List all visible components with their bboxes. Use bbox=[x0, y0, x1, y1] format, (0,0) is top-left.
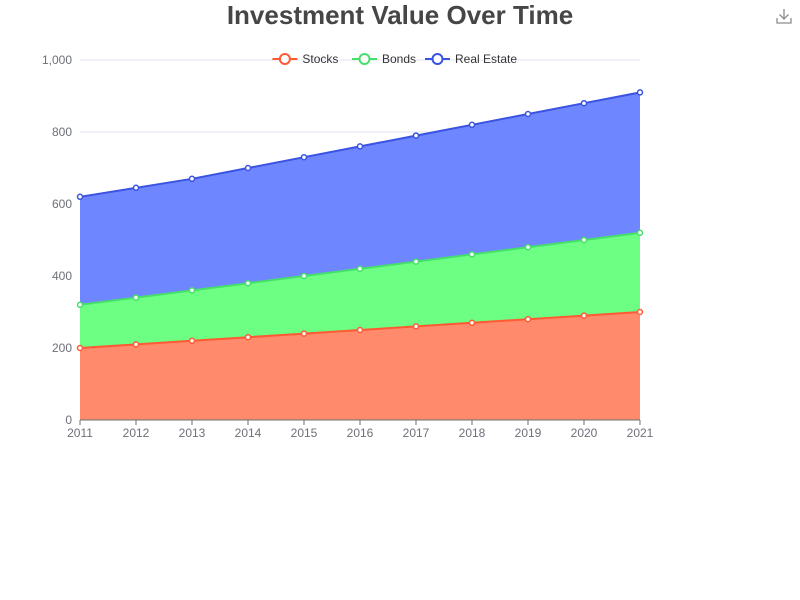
legend-label: Stocks bbox=[302, 52, 338, 66]
x-tick-label: 2011 bbox=[67, 426, 93, 440]
x-tick-label: 2014 bbox=[235, 426, 262, 440]
y-tick-label: 800 bbox=[52, 125, 72, 139]
legend: Stocks Bonds Real Estate bbox=[272, 52, 517, 66]
data-point[interactable] bbox=[356, 265, 364, 273]
data-point[interactable] bbox=[244, 164, 252, 172]
data-point[interactable] bbox=[132, 294, 140, 301]
data-point[interactable] bbox=[76, 193, 84, 201]
data-point[interactable] bbox=[636, 229, 644, 237]
chart-title: Investment Value Over Time bbox=[226, 0, 574, 30]
y-tick-label: 600 bbox=[52, 197, 72, 211]
x-tick-label: 2012 bbox=[123, 426, 150, 440]
data-point[interactable] bbox=[468, 121, 476, 129]
data-point[interactable] bbox=[636, 89, 644, 96]
data-point[interactable] bbox=[300, 330, 308, 337]
download-icon bbox=[776, 9, 792, 24]
legend-item-stocks[interactable]: Stocks bbox=[272, 52, 338, 66]
series-areas bbox=[80, 92, 640, 420]
axes: 0 200 400 600 800 1,000 2011 2012 2013 2014 2015 20… bbox=[42, 53, 654, 440]
data-point[interactable] bbox=[524, 315, 532, 323]
data-point[interactable] bbox=[188, 337, 196, 345]
data-point[interactable] bbox=[356, 326, 364, 334]
legend-swatch-marker bbox=[358, 53, 371, 65]
data-point[interactable] bbox=[580, 312, 588, 319]
y-tick-label: 1,000 bbox=[42, 53, 72, 67]
y-tick-label: 400 bbox=[52, 269, 72, 283]
x-tick-label: 2016 bbox=[347, 426, 374, 440]
data-point[interactable] bbox=[132, 184, 140, 192]
x-tick-label: 2020 bbox=[571, 426, 598, 440]
data-point[interactable] bbox=[636, 308, 644, 316]
data-point[interactable] bbox=[412, 323, 420, 330]
data-point[interactable] bbox=[412, 258, 420, 265]
data-point[interactable] bbox=[132, 341, 140, 348]
data-point[interactable] bbox=[300, 153, 308, 161]
data-point[interactable] bbox=[300, 272, 308, 280]
legend-item-real-estate[interactable]: Real Estate bbox=[425, 52, 517, 66]
data-point[interactable] bbox=[524, 110, 532, 118]
data-point[interactable] bbox=[76, 344, 84, 352]
data-point[interactable] bbox=[468, 319, 476, 327]
download-button[interactable] bbox=[774, 6, 794, 26]
data-point[interactable] bbox=[580, 236, 588, 244]
x-tick-label: 2013 bbox=[179, 426, 206, 440]
x-tick-label: 2019 bbox=[515, 426, 542, 440]
legend-label: Bonds bbox=[382, 52, 416, 66]
area-real-estate bbox=[80, 92, 640, 305]
legend-label: Real Estate bbox=[455, 52, 517, 66]
legend-swatch-marker bbox=[431, 53, 444, 65]
area-bonds bbox=[80, 232, 640, 348]
data-point[interactable] bbox=[244, 333, 252, 341]
data-point[interactable] bbox=[524, 243, 532, 251]
legend-item-bonds[interactable]: Bonds bbox=[352, 52, 416, 66]
x-tick-label: 2015 bbox=[291, 426, 318, 440]
data-point[interactable] bbox=[188, 175, 196, 183]
series-points bbox=[76, 89, 644, 352]
x-tick-label: 2021 bbox=[627, 426, 654, 440]
x-tick-label: 2017 bbox=[403, 426, 430, 440]
legend-swatch-marker bbox=[278, 53, 291, 65]
y-tick-label: 200 bbox=[52, 341, 72, 355]
data-point[interactable] bbox=[244, 279, 252, 287]
data-point[interactable] bbox=[412, 132, 420, 139]
data-point[interactable] bbox=[76, 301, 84, 309]
data-point[interactable] bbox=[580, 99, 588, 107]
data-point[interactable] bbox=[188, 287, 196, 294]
x-tick-label: 2018 bbox=[459, 426, 486, 440]
data-point[interactable] bbox=[468, 251, 476, 258]
data-point[interactable] bbox=[356, 143, 364, 150]
y-tick-label: 0 bbox=[65, 413, 72, 427]
